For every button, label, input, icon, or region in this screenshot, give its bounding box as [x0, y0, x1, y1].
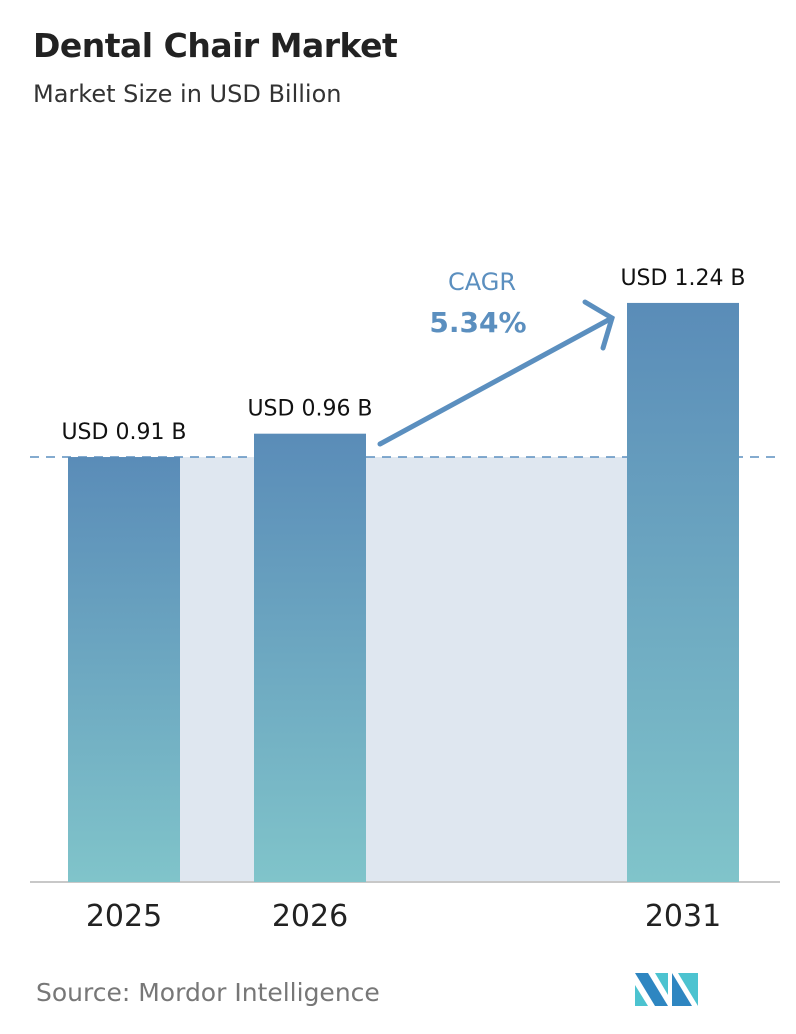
cagr-arrow-icon	[377, 299, 615, 447]
bar-2025	[68, 457, 180, 882]
chart-title: Dental Chair Market	[33, 26, 398, 65]
x-tick-2025: 2025	[86, 899, 162, 934]
data-label-2031: USD 1.24 B	[620, 266, 745, 291]
x-tick-2031: 2031	[645, 899, 721, 934]
data-label-2025: USD 0.91 B	[61, 420, 186, 445]
bar-2031	[627, 302, 739, 882]
chart-subtitle: Market Size in USD Billion	[33, 80, 342, 108]
cagr-value: 5.34%	[429, 306, 526, 339]
bar-2026	[254, 433, 366, 882]
mordor-logo-icon	[635, 973, 698, 1006]
x-tick-2026: 2026	[272, 899, 348, 934]
source-text: Source: Mordor Intelligence	[36, 978, 380, 1007]
data-label-2026: USD 0.96 B	[247, 397, 372, 422]
cagr-label: CAGR	[448, 268, 516, 296]
